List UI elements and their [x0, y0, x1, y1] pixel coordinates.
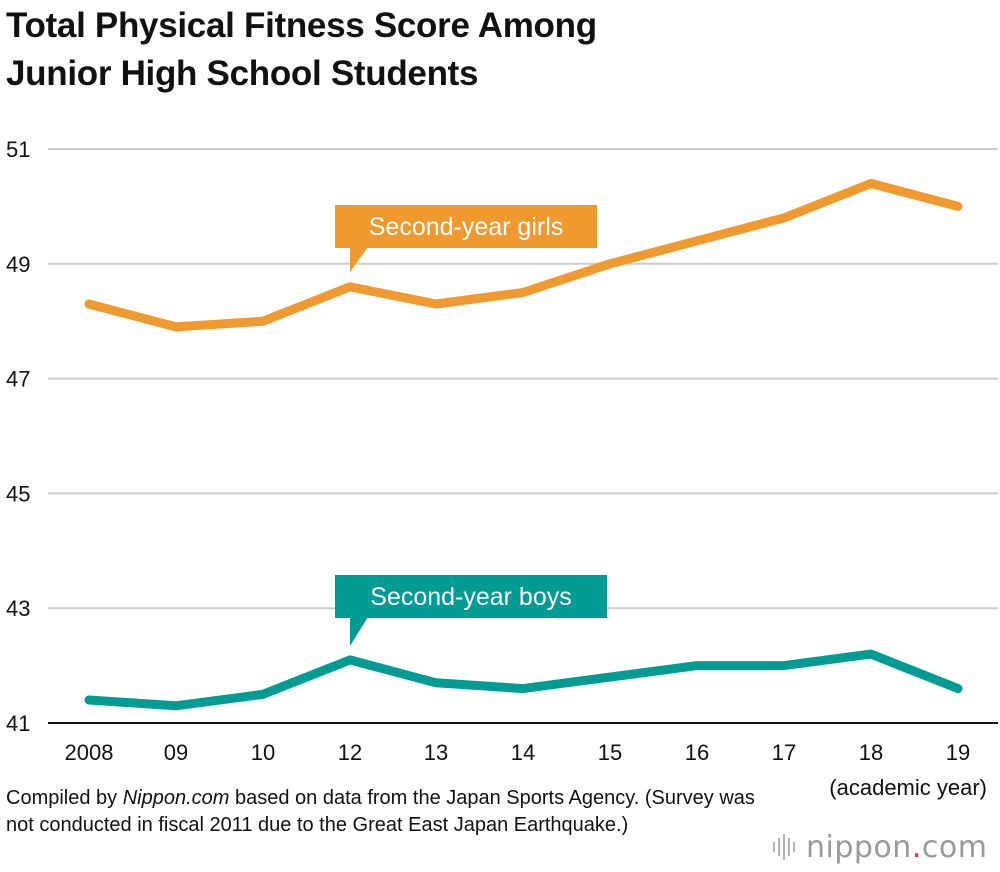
- y-axis-ticks: 41 43 45 47 49 51: [6, 137, 30, 736]
- callout-box: [335, 575, 607, 618]
- x-tick-label: 15: [598, 740, 622, 765]
- series-line-second-year-girls: [84, 178, 963, 332]
- series-line-second-year-boys: [84, 649, 963, 711]
- chart-title-line-2: Junior High School Students: [6, 54, 479, 93]
- series-label: Second-year boys: [370, 583, 572, 611]
- callout-second-year-girls: Second-year girls: [335, 205, 597, 272]
- callout-pointer: [350, 247, 368, 272]
- x-tick-label: 17: [772, 740, 796, 765]
- x-tick-label: 18: [859, 740, 883, 765]
- y-tick-label: 47: [6, 367, 30, 392]
- x-axis-label: (academic year): [829, 775, 987, 800]
- series-callouts: Second-year girls Second-year boys: [335, 205, 607, 646]
- x-tick-label: 12: [338, 740, 362, 765]
- y-tick-label: 49: [6, 252, 30, 277]
- callout-pointer: [350, 617, 368, 646]
- x-tick-label: 10: [251, 740, 275, 765]
- x-tick-label: 13: [424, 740, 448, 765]
- gridlines: [48, 148, 998, 724]
- x-tick-label: 09: [164, 740, 188, 765]
- chart-title: Total Physical Fitness Score Among Junio…: [6, 2, 766, 98]
- footnote-suffix: based on data from the Japan Sports Agen…: [6, 787, 755, 836]
- logo-bars-icon: [773, 834, 798, 860]
- footnote-prefix: Compiled by: [6, 787, 123, 809]
- x-tick-label: 14: [511, 740, 535, 765]
- y-tick-label: 45: [6, 481, 30, 506]
- series-label: Second-year girls: [369, 213, 564, 241]
- series-lines: [84, 178, 963, 711]
- logo-dot: .: [911, 829, 922, 865]
- source-footnote: Compiled by Nippon.com based on data fro…: [6, 785, 766, 839]
- callout-second-year-boys: Second-year boys: [335, 575, 607, 646]
- x-tick-label: 16: [685, 740, 709, 765]
- x-axis-ticks: 2008 09 10 12 13 14 15 16 17 18 19: [65, 740, 971, 765]
- y-tick-label: 41: [6, 711, 30, 736]
- chart-title-line-1: Total Physical Fitness Score Among: [6, 6, 597, 45]
- footnote-source: Nippon.com: [122, 787, 230, 809]
- y-tick-label: 43: [6, 596, 30, 621]
- x-tick-label: 2008: [65, 740, 114, 765]
- logo-wordmark: nippon.com: [806, 830, 987, 865]
- y-tick-label: 51: [6, 137, 30, 162]
- x-tick-label: 19: [946, 740, 970, 765]
- callout-box: [335, 205, 597, 248]
- nippon-com-logo: nippon.com: [773, 827, 987, 867]
- logo-word-left: nippon: [806, 829, 912, 865]
- logo-word-right: com: [921, 829, 988, 865]
